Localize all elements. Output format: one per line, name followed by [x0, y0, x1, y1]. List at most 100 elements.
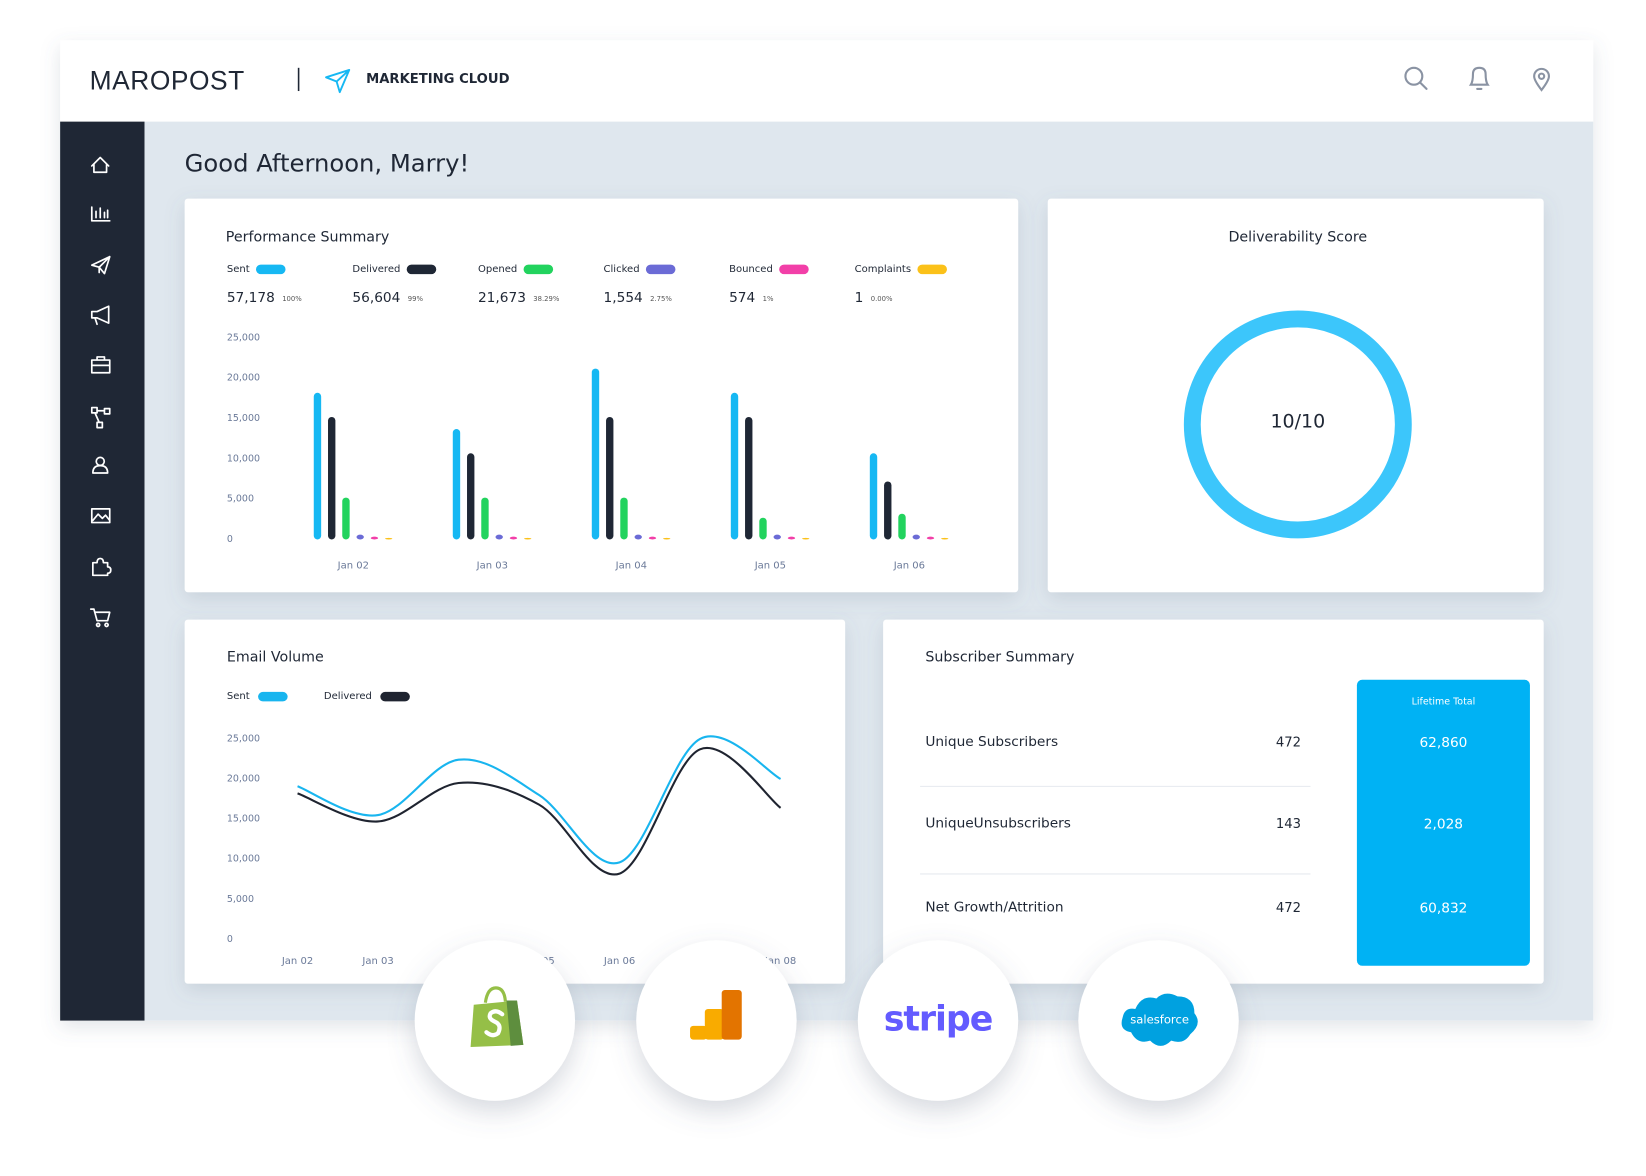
legend-swatch	[258, 691, 288, 702]
row-label: UniqueUnsubscribers	[925, 815, 1071, 831]
legend-swatch	[779, 264, 809, 275]
location-icon[interactable]	[1533, 67, 1550, 92]
y-tick-label: 20,000	[227, 773, 260, 784]
bar	[495, 534, 503, 540]
bar	[384, 537, 393, 540]
stripe-logo: stripe	[884, 1000, 993, 1040]
bar	[773, 534, 781, 540]
bell-icon[interactable]	[1468, 66, 1490, 90]
stat-total: 57,178	[227, 290, 275, 306]
card-title: Subscriber Summary	[925, 650, 1074, 666]
lifetime-total: 2,028	[1424, 816, 1463, 832]
legend-label: Delivered	[324, 691, 372, 702]
bar	[509, 536, 518, 540]
y-tick-label: 25,000	[227, 332, 260, 343]
line	[297, 746, 782, 876]
y-tick-label: 5,000	[227, 894, 254, 905]
bar	[591, 368, 600, 540]
stat-share: 100%	[282, 295, 302, 303]
home-icon[interactable]	[90, 156, 110, 174]
bar	[869, 453, 878, 540]
score-ring	[1183, 310, 1412, 539]
bar	[802, 537, 810, 540]
legend-label: Opened	[478, 264, 517, 275]
bar	[730, 392, 739, 540]
bar	[634, 534, 642, 540]
x-tick-label: Jan 03	[476, 560, 508, 571]
stat-total: 1	[855, 290, 864, 306]
deliverability-card	[1047, 198, 1544, 593]
row-value: 472	[1276, 901, 1301, 916]
sidebar	[60, 121, 145, 1021]
stat-total: 1,554	[604, 290, 643, 306]
commerce-icon[interactable]	[89, 608, 111, 622]
x-tick-label: Jan 02	[337, 560, 369, 571]
bar	[356, 534, 364, 540]
legend-label: Clicked	[604, 264, 640, 275]
bar	[620, 497, 628, 540]
y-tick-label: 25,000	[227, 733, 260, 744]
bar	[663, 537, 671, 540]
x-tick-label: Jan 06	[893, 560, 925, 571]
bar	[884, 481, 892, 540]
lifetime-total: 60,832	[1419, 901, 1467, 917]
legend-swatch	[917, 264, 947, 275]
broadcast-icon[interactable]	[90, 305, 110, 326]
bar	[745, 416, 753, 540]
bar	[370, 536, 379, 540]
card-title: Email Volume	[227, 650, 324, 666]
bar	[648, 536, 657, 540]
legend-swatch	[645, 264, 676, 275]
row-label: Net Growth/Attrition	[925, 900, 1063, 916]
reports-icon[interactable]	[90, 206, 111, 222]
integration-salesforce: salesforce	[1078, 940, 1239, 1101]
integration-stripe: stripe	[857, 940, 1019, 1101]
score: 10/10	[1270, 410, 1325, 432]
product-name: MARKETING CLOUD	[366, 72, 509, 87]
legend-label: Delivered	[352, 264, 400, 275]
bar	[759, 517, 767, 540]
stat-share: 38.29%	[533, 295, 560, 303]
bar	[606, 416, 614, 540]
bar	[467, 453, 475, 540]
apps-icon[interactable]	[92, 557, 112, 577]
stat-total: 56,604	[352, 290, 400, 306]
campaign-icon[interactable]	[90, 255, 111, 275]
x-tick-label: Jan 06	[603, 956, 635, 967]
stat-share: 2.75%	[650, 295, 672, 303]
lifetime-total: 62,860	[1419, 735, 1467, 751]
row-value: 143	[1276, 817, 1301, 832]
bar	[524, 537, 532, 540]
stat-total: 21,673	[478, 290, 526, 306]
legend-label: Complaints	[855, 264, 911, 275]
briefcase-icon[interactable]	[90, 356, 111, 374]
x-tick-label: Jan 03	[361, 956, 393, 967]
bar	[941, 537, 949, 540]
stat-share: 1%	[763, 295, 774, 303]
x-tick-label: Jan 04	[615, 560, 647, 571]
x-tick-label: Jan 05	[754, 560, 786, 571]
bar	[313, 392, 322, 540]
legend-swatch	[380, 691, 410, 702]
plane-icon	[325, 68, 351, 94]
legend-swatch	[255, 264, 286, 275]
journey-icon[interactable]	[90, 406, 111, 429]
y-tick-label: 0	[227, 934, 233, 945]
bar	[452, 429, 461, 540]
y-tick-label: 15,000	[227, 413, 260, 424]
search-icon[interactable]	[1404, 66, 1428, 90]
x-tick-label: Jan 02	[281, 956, 313, 967]
legend-label: Sent	[227, 264, 250, 275]
row-label: Unique Subscribers	[925, 734, 1058, 750]
y-tick-label: 0	[227, 534, 233, 545]
brand: MAROPOST	[90, 65, 245, 95]
legend-label: Bounced	[729, 264, 773, 275]
legend-swatch	[406, 264, 437, 275]
media-icon[interactable]	[90, 508, 111, 524]
bar	[787, 536, 796, 540]
stat-share: 0.00%	[871, 295, 893, 303]
stat-total: 574	[729, 290, 755, 306]
bar	[912, 534, 920, 540]
